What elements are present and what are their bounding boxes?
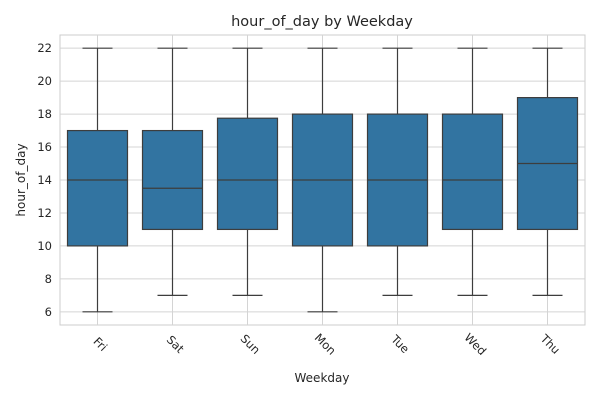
y-tick-label: 12 bbox=[37, 206, 52, 220]
box-tue bbox=[366, 47, 429, 296]
boxes bbox=[66, 47, 579, 313]
y-axis-label: hour_of_day bbox=[14, 143, 28, 216]
y-tick-label: 8 bbox=[45, 272, 52, 286]
x-tick-label: Thu bbox=[537, 331, 563, 357]
box-wed bbox=[441, 47, 504, 296]
y-tick-label: 22 bbox=[37, 41, 52, 55]
y-tick-label: 16 bbox=[37, 140, 52, 154]
x-tick-label: Fri bbox=[91, 334, 111, 354]
y-tick-label: 14 bbox=[37, 173, 52, 187]
x-axis-label: Weekday bbox=[295, 371, 350, 385]
y-tick-label: 20 bbox=[37, 74, 52, 88]
x-tick-label: Wed bbox=[462, 330, 490, 358]
iqr-box bbox=[216, 117, 279, 231]
iqr-box bbox=[441, 113, 504, 231]
chart-title: hour_of_day by Weekday bbox=[231, 14, 413, 30]
x-tick-labels: Fri Sat Sun Mon Tue Wed Thu bbox=[91, 330, 563, 358]
y-tick-label: 18 bbox=[37, 107, 52, 121]
box-sun bbox=[216, 47, 279, 296]
box-thu bbox=[516, 47, 579, 296]
y-tick-label: 6 bbox=[45, 305, 52, 319]
y-tick-labels: 6 8 10 12 14 16 18 20 22 bbox=[37, 41, 52, 319]
iqr-box bbox=[141, 129, 204, 231]
iqr-box bbox=[66, 129, 129, 247]
x-tick-label: Sun bbox=[238, 331, 263, 356]
x-tick-label: Mon bbox=[312, 331, 339, 358]
box-mon bbox=[291, 47, 354, 313]
y-tick-label: 10 bbox=[37, 239, 52, 253]
box-sat bbox=[141, 47, 204, 296]
box-fri bbox=[66, 47, 129, 313]
x-tick-label: Tue bbox=[388, 332, 413, 357]
x-tick-label: Sat bbox=[164, 333, 188, 357]
